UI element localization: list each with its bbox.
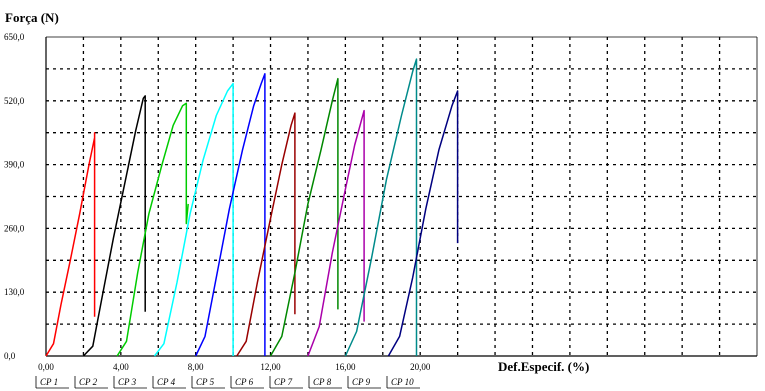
legend-entry: CP 5 <box>196 377 215 387</box>
y-tick-label: 650,0 <box>4 32 25 42</box>
x-tick-label: 8,00 <box>188 362 204 372</box>
grid <box>46 37 757 356</box>
legend-entry: CP 3 <box>118 377 137 387</box>
legend-entry: CP 9 <box>352 377 371 387</box>
legend-entry: CP 1 <box>40 377 58 387</box>
legend-entry: CP 8 <box>313 377 332 387</box>
series-line-2 <box>82 95 146 357</box>
x-tick-labels: 0,00 4,00 8,00 12,00 16,00 20,00 <box>38 362 431 372</box>
y-axis-title: Força (N) <box>5 10 59 25</box>
y-tick-label: 520,0 <box>4 96 25 106</box>
series-line-10 <box>387 90 459 357</box>
x-tick-label: 16,00 <box>335 362 356 372</box>
y-tick-label: 260,0 <box>4 223 25 233</box>
x-axis-title: Def.Especif. (%) <box>498 359 589 374</box>
series-lines <box>45 58 459 357</box>
x-tick-label: 4,00 <box>113 362 129 372</box>
series-line-8 <box>307 109 365 357</box>
series-line-7 <box>269 77 339 357</box>
series-line-1 <box>45 131 96 357</box>
y-tick-label: 0,0 <box>4 351 16 361</box>
x-tick-label: 0,00 <box>38 362 54 372</box>
series-line-6 <box>236 112 296 357</box>
legend-entry: CP 7 <box>274 377 293 387</box>
legend-entry: CP 6 <box>235 377 254 387</box>
x-tick-label: 20,00 <box>410 362 431 372</box>
x-tick-label: 12,00 <box>260 362 281 372</box>
legend-entry: CP 10 <box>391 377 414 387</box>
y-tick-label: 390,0 <box>4 160 25 170</box>
series-line-3 <box>116 102 189 357</box>
series-line-5 <box>195 73 266 357</box>
series-line-4 <box>153 82 234 357</box>
y-tick-labels: 0,0 130,0 260,0 390,0 520,0 650,0 <box>4 32 25 361</box>
legend-entry: CP 2 <box>79 377 98 387</box>
legend-entry: CP 4 <box>157 377 176 387</box>
legend[interactable]: CP 1 CP 2 CP 3 CP 4 CP 5 CP 6 CP 7 CP 8 CP 9 CP 1… <box>35 376 420 389</box>
series-line-9 <box>344 58 418 357</box>
y-tick-label: 130,0 <box>4 287 25 297</box>
axes <box>45 36 758 357</box>
